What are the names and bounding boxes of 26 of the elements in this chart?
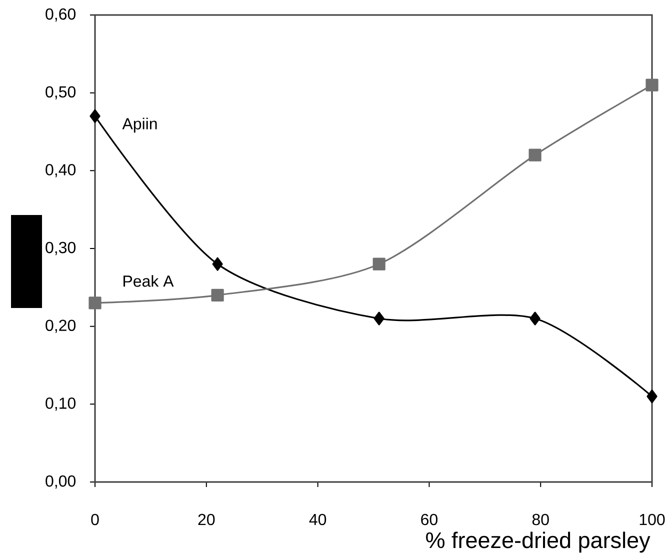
x-tick-label: 60 (421, 514, 438, 526)
point (211, 288, 224, 302)
y-tick-label: 0,40 (46, 164, 76, 178)
x-tick-label: 20 (198, 514, 215, 526)
x-tick-label: 80 (532, 514, 549, 526)
y-tick-label: 0,30 (46, 242, 76, 256)
point (372, 258, 386, 270)
y-tick-label: 0,10 (46, 398, 76, 411)
x-tick-label: 40 (309, 514, 326, 526)
series-label: Peak A (124, 275, 174, 287)
point (374, 312, 384, 326)
y-tick-label: 0,50 (46, 86, 76, 100)
point (212, 257, 223, 271)
point (530, 312, 540, 326)
point (528, 148, 542, 162)
point (88, 296, 102, 310)
point (646, 390, 658, 404)
x-axis-title: % freeze-dried parsley (426, 532, 650, 553)
x-tick-label: 0 (91, 514, 99, 526)
series-label: Apiin (122, 118, 157, 133)
y-tick-label: 0,60 (46, 8, 76, 22)
point (646, 78, 658, 92)
y-tick-label: 0,00 (46, 475, 76, 489)
point (90, 109, 100, 123)
x-tick-label: 100 (640, 514, 665, 526)
y-tick-label: 0,20 (46, 320, 76, 333)
